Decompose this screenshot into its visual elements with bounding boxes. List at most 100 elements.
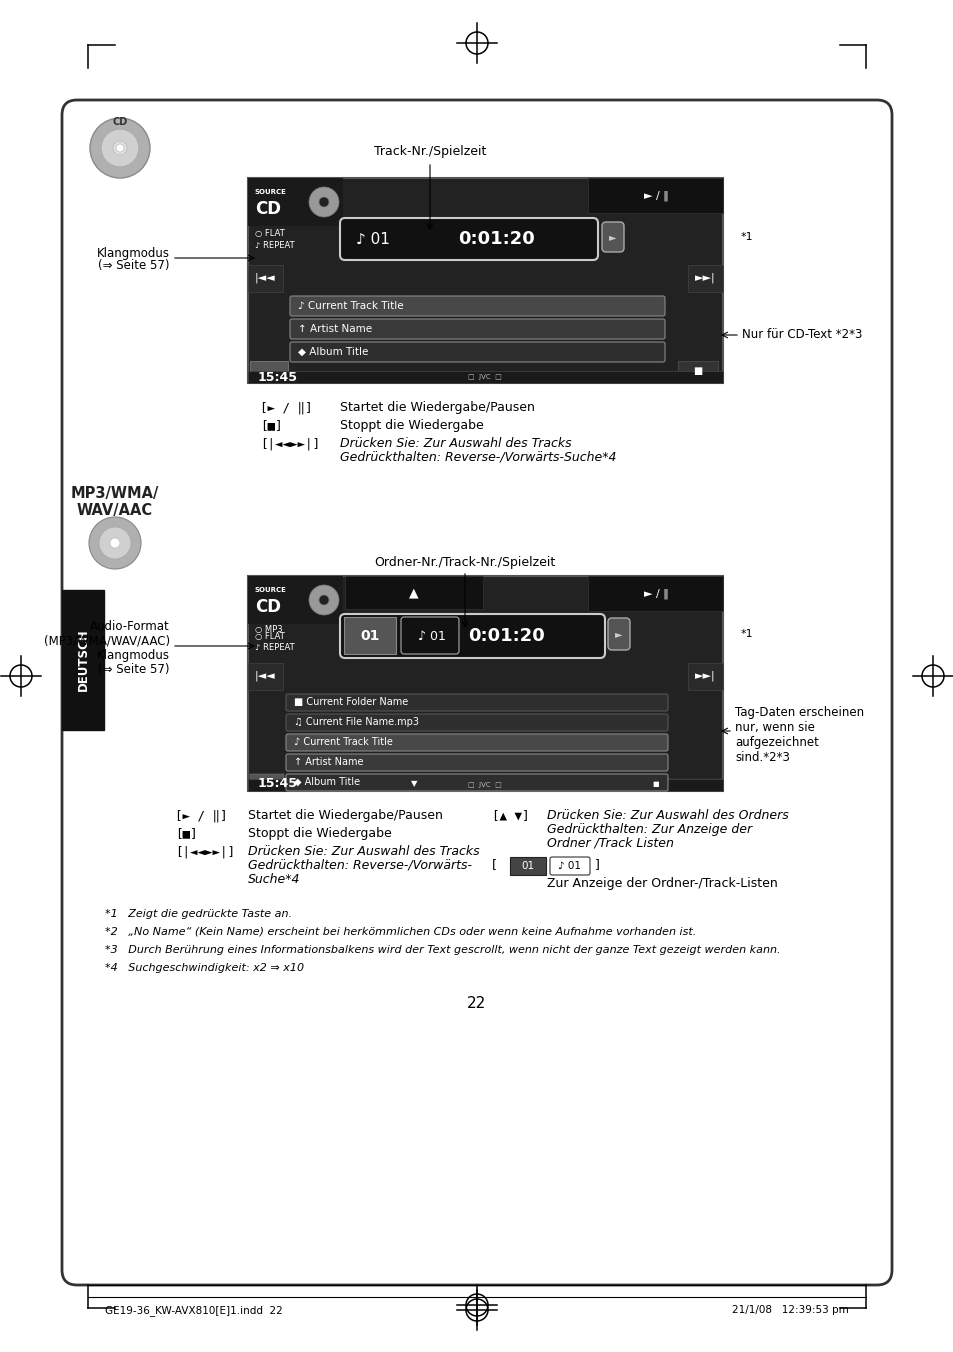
Text: ▼: ▼ bbox=[411, 780, 416, 788]
Text: Klangmodus: Klangmodus bbox=[97, 649, 170, 661]
Text: ♪ 01: ♪ 01 bbox=[355, 231, 390, 246]
Circle shape bbox=[309, 585, 338, 615]
Text: ■: ■ bbox=[693, 366, 702, 376]
Circle shape bbox=[90, 118, 150, 178]
FancyBboxPatch shape bbox=[62, 100, 891, 1284]
Text: ▲: ▲ bbox=[409, 587, 418, 599]
FancyBboxPatch shape bbox=[248, 370, 722, 383]
Text: □  JVC  □: □ JVC □ bbox=[468, 375, 501, 380]
Text: ◆ Album Title: ◆ Album Title bbox=[294, 777, 359, 787]
Text: Startet die Wiedergabe/Pausen: Startet die Wiedergabe/Pausen bbox=[339, 402, 535, 414]
Text: Klangmodus: Klangmodus bbox=[97, 246, 170, 260]
FancyBboxPatch shape bbox=[290, 342, 664, 362]
Text: Nur für CD-Text *2*3: Nur für CD-Text *2*3 bbox=[741, 329, 862, 342]
Text: Gedrückthalten: Reverse-/Vorwärts-: Gedrückthalten: Reverse-/Vorwärts- bbox=[248, 859, 472, 872]
Text: ♪ REPEAT: ♪ REPEAT bbox=[254, 644, 294, 652]
FancyBboxPatch shape bbox=[62, 589, 104, 730]
Text: 0:01:20: 0:01:20 bbox=[468, 627, 544, 645]
Text: Zur Anzeige der Ordner-/Track-Listen: Zur Anzeige der Ordner-/Track-Listen bbox=[546, 877, 777, 890]
FancyBboxPatch shape bbox=[344, 617, 395, 654]
Text: ♪ Current Track Title: ♪ Current Track Title bbox=[294, 737, 393, 748]
Text: ►: ► bbox=[615, 629, 622, 639]
Text: [: [ bbox=[492, 859, 497, 872]
FancyBboxPatch shape bbox=[339, 218, 598, 260]
FancyBboxPatch shape bbox=[248, 265, 283, 292]
Text: *1: *1 bbox=[740, 233, 753, 242]
Text: [|◄◄►►|]: [|◄◄►►|] bbox=[174, 845, 234, 859]
FancyBboxPatch shape bbox=[290, 319, 664, 339]
Text: (⇒ Seite 57): (⇒ Seite 57) bbox=[98, 662, 170, 676]
Text: Stoppt die Wiedergabe: Stoppt die Wiedergabe bbox=[248, 827, 392, 840]
Text: 15:45: 15:45 bbox=[257, 777, 297, 790]
Text: 01: 01 bbox=[360, 629, 379, 644]
Text: *1: *1 bbox=[740, 629, 753, 639]
Text: Startet die Wiedergabe/Pausen: Startet die Wiedergabe/Pausen bbox=[248, 808, 442, 822]
Text: 22: 22 bbox=[467, 996, 486, 1011]
FancyBboxPatch shape bbox=[587, 779, 722, 790]
Text: WAV/AAC: WAV/AAC bbox=[77, 503, 152, 518]
FancyBboxPatch shape bbox=[345, 779, 482, 790]
Text: Drücken Sie: Zur Auswahl des Tracks: Drücken Sie: Zur Auswahl des Tracks bbox=[339, 437, 571, 450]
Text: |◄◄: |◄◄ bbox=[254, 273, 275, 284]
Text: [► / ‖]: [► / ‖] bbox=[260, 402, 313, 414]
Text: Gedrückthalten: Zur Anzeige der: Gedrückthalten: Zur Anzeige der bbox=[546, 823, 751, 836]
Circle shape bbox=[318, 197, 329, 207]
FancyBboxPatch shape bbox=[248, 662, 283, 690]
Text: CD: CD bbox=[254, 598, 281, 617]
FancyBboxPatch shape bbox=[587, 178, 722, 214]
Circle shape bbox=[110, 538, 120, 548]
Text: ○ MP3: ○ MP3 bbox=[254, 625, 282, 634]
Circle shape bbox=[101, 128, 139, 168]
Text: ◆ Album Title: ◆ Album Title bbox=[297, 347, 368, 357]
Circle shape bbox=[116, 145, 124, 151]
FancyBboxPatch shape bbox=[248, 576, 722, 791]
Text: [|◄◄►►|]: [|◄◄►►|] bbox=[260, 437, 319, 450]
FancyBboxPatch shape bbox=[248, 178, 343, 226]
Text: SOURCE: SOURCE bbox=[254, 189, 287, 195]
Text: CD: CD bbox=[112, 118, 128, 127]
Text: ►►|: ►►| bbox=[694, 671, 715, 681]
FancyBboxPatch shape bbox=[687, 265, 722, 292]
Text: [▲ ▼]: [▲ ▼] bbox=[492, 808, 529, 822]
Text: ↑ Artist Name: ↑ Artist Name bbox=[297, 324, 372, 334]
FancyBboxPatch shape bbox=[290, 296, 664, 316]
Text: [■]: [■] bbox=[174, 827, 197, 840]
Text: *4   Suchgeschwindigkeit: x2 ⇒ x10: *4 Suchgeschwindigkeit: x2 ⇒ x10 bbox=[105, 963, 304, 973]
FancyBboxPatch shape bbox=[587, 576, 722, 611]
Text: Suche*4: Suche*4 bbox=[248, 873, 300, 886]
Text: ♫ Current File Name.mp3: ♫ Current File Name.mp3 bbox=[294, 717, 418, 727]
FancyBboxPatch shape bbox=[400, 617, 458, 654]
Circle shape bbox=[309, 187, 338, 218]
Text: MP3/WMA/: MP3/WMA/ bbox=[71, 485, 159, 502]
Text: (MP3/WMA/WAV/AAC): (MP3/WMA/WAV/AAC) bbox=[44, 634, 170, 648]
FancyBboxPatch shape bbox=[286, 773, 667, 791]
Text: 01: 01 bbox=[521, 861, 534, 871]
Text: ► / ‖: ► / ‖ bbox=[643, 588, 668, 599]
Text: CD: CD bbox=[254, 200, 281, 218]
FancyBboxPatch shape bbox=[286, 754, 667, 771]
Text: □  JVC  □: □ JVC □ bbox=[468, 781, 501, 788]
FancyBboxPatch shape bbox=[248, 178, 722, 383]
Text: [■]: [■] bbox=[260, 419, 282, 433]
Text: ♪ REPEAT: ♪ REPEAT bbox=[254, 241, 294, 250]
FancyBboxPatch shape bbox=[550, 857, 589, 875]
FancyBboxPatch shape bbox=[248, 576, 343, 625]
Text: Audio-Format: Audio-Format bbox=[91, 621, 170, 634]
FancyBboxPatch shape bbox=[286, 734, 667, 750]
Text: aufgezeichnet: aufgezeichnet bbox=[734, 735, 818, 749]
Circle shape bbox=[112, 141, 127, 155]
Text: ■: ■ bbox=[652, 781, 659, 787]
FancyBboxPatch shape bbox=[339, 614, 604, 658]
Text: Drücken Sie: Zur Auswahl des Tracks: Drücken Sie: Zur Auswahl des Tracks bbox=[248, 845, 479, 859]
Text: (⇒ Seite 57): (⇒ Seite 57) bbox=[98, 260, 170, 273]
Text: ○ FLAT: ○ FLAT bbox=[254, 631, 284, 641]
Text: Ordner-Nr./Track-Nr./Spielzeit: Ordner-Nr./Track-Nr./Spielzeit bbox=[374, 556, 555, 569]
FancyBboxPatch shape bbox=[678, 361, 718, 381]
Text: 0:01:20: 0:01:20 bbox=[457, 230, 535, 247]
Text: ↑ Artist Name: ↑ Artist Name bbox=[294, 757, 363, 767]
Circle shape bbox=[89, 516, 141, 569]
Circle shape bbox=[318, 595, 329, 604]
Text: ♪ 01: ♪ 01 bbox=[558, 861, 580, 871]
Text: |◄◄: |◄◄ bbox=[254, 671, 275, 681]
FancyBboxPatch shape bbox=[250, 361, 288, 381]
